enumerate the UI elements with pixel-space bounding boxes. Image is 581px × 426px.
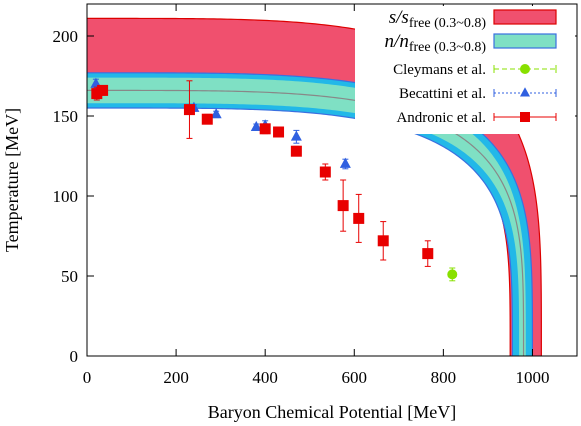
legend-marker-square (520, 112, 530, 122)
data-point-square (201, 113, 213, 125)
data-point-triangle (339, 157, 351, 168)
data-point-square (319, 166, 331, 178)
data-point-square (259, 123, 271, 135)
y-tick-label: 100 (53, 187, 79, 206)
x-tick-label: 0 (83, 368, 92, 387)
data-point-square (337, 200, 349, 212)
legend-background (355, 6, 575, 134)
plot-frame (86, 3, 578, 357)
legend-swatch-density (493, 33, 557, 49)
data-point-circle (447, 269, 458, 280)
density-band (87, 72, 533, 356)
y-tick-label: 50 (61, 267, 78, 286)
legend-label-density: n/nfree (0.3~0.8) (385, 31, 487, 55)
data-point-square (97, 84, 109, 96)
axis-ticks: 0 200 400 600 800 1000 0 50 100 150 200 (53, 4, 577, 387)
x-tick-label: 200 (163, 368, 189, 387)
y-tick-label: 0 (70, 347, 79, 366)
x-axis-title: Baryon Chemical Potential [MeV] (208, 402, 456, 422)
x-tick-label: 1000 (515, 368, 549, 387)
data-point-square (91, 88, 103, 100)
y-axis-title: Temperature [MeV] (2, 108, 22, 252)
data-point-square (353, 212, 365, 224)
data-point-square (183, 104, 195, 116)
x-tick-label: 800 (431, 368, 457, 387)
chart-legend: s/sfree (0.3~0.8)n/nfree (0.3~0.8)Cleyma… (355, 6, 575, 134)
legend-swatch-entropy (493, 9, 557, 25)
data-point-square (422, 248, 434, 260)
data-point-triangle (250, 120, 262, 132)
data-points-layer (90, 77, 458, 282)
y-tick-label: 200 (53, 27, 79, 46)
data-point-square (273, 126, 285, 138)
legend-marker-circle (520, 64, 530, 74)
data-point-triangle (290, 130, 302, 141)
legend-label-series: Cleymans et al. (393, 62, 486, 78)
legend-label-series: Andronic et al. (396, 110, 486, 126)
data-point-square (290, 145, 302, 157)
y-tick-label: 150 (53, 107, 79, 126)
data-point-square (377, 235, 389, 247)
data-point-triangle (210, 108, 222, 119)
x-tick-label: 600 (342, 368, 368, 387)
x-tick-label: 400 (252, 368, 278, 387)
legend-marker-triangle (520, 87, 530, 97)
legend-label-series: Becattini et al. (399, 86, 486, 102)
